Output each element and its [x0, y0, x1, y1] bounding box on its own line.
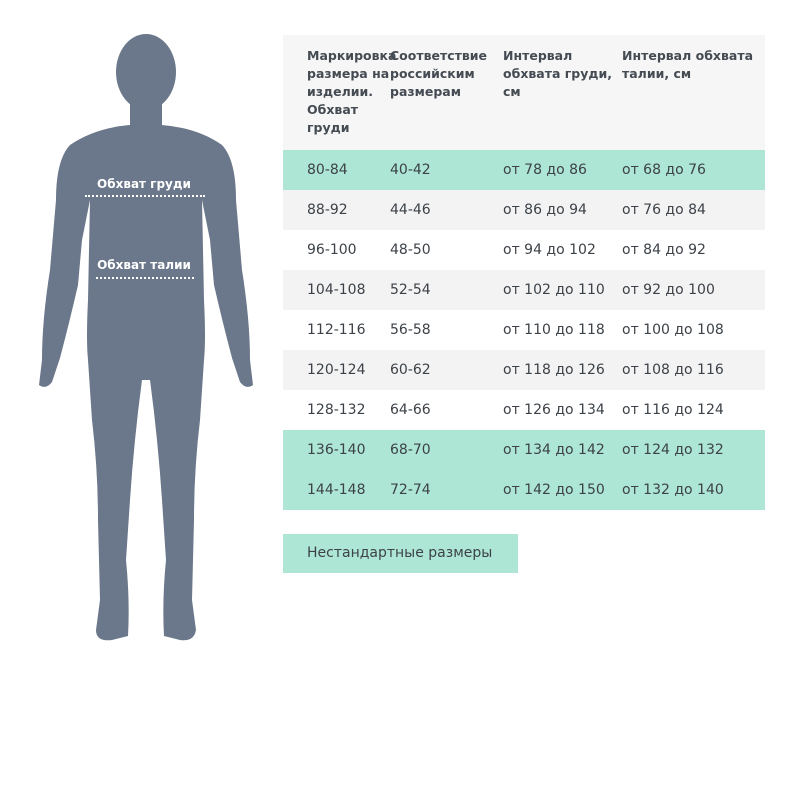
cell-ru-size: 52-54: [390, 282, 431, 298]
cell-chest: от 142 до 150: [503, 482, 605, 498]
cell-marking: 104-108: [307, 282, 366, 298]
table-row: 96-100 48-50 от 94 до 102 от 84 до 92: [283, 230, 765, 270]
cell-waist: от 84 до 92: [622, 242, 706, 258]
cell-chest: от 126 до 134: [503, 402, 605, 418]
chest-line: [85, 195, 205, 197]
cell-waist: от 116 до 124: [622, 402, 724, 418]
cell-waist: от 132 до 140: [622, 482, 724, 498]
table-row: 80-84 40-42 от 78 до 86 от 68 до 76: [283, 150, 765, 190]
cell-ru-size: 68-70: [390, 442, 431, 458]
cell-marking: 96-100: [307, 242, 357, 258]
table-row: 120-124 60-62 от 118 до 126 от 108 до 116: [283, 350, 765, 390]
cell-marking: 112-116: [307, 322, 366, 338]
cell-ru-size: 56-58: [390, 322, 431, 338]
cell-ru-size: 48-50: [390, 242, 431, 258]
body-silhouette: [39, 34, 253, 641]
table-row: 144-148 72-74 от 142 до 150 от 132 до 140: [283, 470, 765, 510]
cell-waist: от 100 до 108: [622, 322, 724, 338]
cell-marking: 144-148: [307, 482, 366, 498]
cell-chest: от 110 до 118: [503, 322, 605, 338]
cell-chest: от 102 до 110: [503, 282, 605, 298]
cell-ru-size: 64-66: [390, 402, 431, 418]
table-header: Маркировка размера на изделии. Обхват гр…: [283, 35, 765, 150]
waist-line: [96, 277, 194, 279]
cell-ru-size: 60-62: [390, 362, 431, 378]
table-row: 128-132 64-66 от 126 до 134 от 116 до 124: [283, 390, 765, 430]
waist-label: Обхват талии: [97, 258, 191, 272]
cell-waist: от 68 до 76: [622, 162, 706, 178]
cell-waist: от 108 до 116: [622, 362, 724, 378]
header-ru-size: Соответствие российским размерам: [390, 48, 488, 99]
nonstandard-sizes-button[interactable]: Нестандартные размеры: [283, 534, 518, 573]
cell-marking: 136-140: [307, 442, 366, 458]
cell-chest: от 94 до 102: [503, 242, 596, 258]
table-row: 104-108 52-54 от 102 до 110 от 92 до 100: [283, 270, 765, 310]
table-row: 112-116 56-58 от 110 до 118 от 100 до 108: [283, 310, 765, 350]
cell-marking: 128-132: [307, 402, 366, 418]
cell-marking: 120-124: [307, 362, 366, 378]
cell-marking: 88-92: [307, 202, 348, 218]
cell-ru-size: 40-42: [390, 162, 431, 178]
table-row: 88-92 44-46 от 86 до 94 от 76 до 84: [283, 190, 765, 230]
cell-waist: от 92 до 100: [622, 282, 715, 298]
cell-chest: от 118 до 126: [503, 362, 605, 378]
header-marking: Маркировка размера на изделии. Обхват гр…: [307, 48, 397, 135]
chest-label: Обхват груди: [97, 177, 191, 191]
cell-chest: от 134 до 142: [503, 442, 605, 458]
size-table: Маркировка размера на изделии. Обхват гр…: [283, 35, 765, 510]
header-waist: Интервал обхвата талии, см: [622, 48, 754, 81]
cell-ru-size: 44-46: [390, 202, 431, 218]
cell-ru-size: 72-74: [390, 482, 431, 498]
cell-chest: от 78 до 86: [503, 162, 587, 178]
cell-waist: от 76 до 84: [622, 202, 706, 218]
cell-marking: 80-84: [307, 162, 348, 178]
table-row: 136-140 68-70 от 134 до 142 от 124 до 132: [283, 430, 765, 470]
cell-chest: от 86 до 94: [503, 202, 587, 218]
cell-waist: от 124 до 132: [622, 442, 724, 458]
header-chest: Интервал обхвата груди, см: [503, 48, 612, 99]
